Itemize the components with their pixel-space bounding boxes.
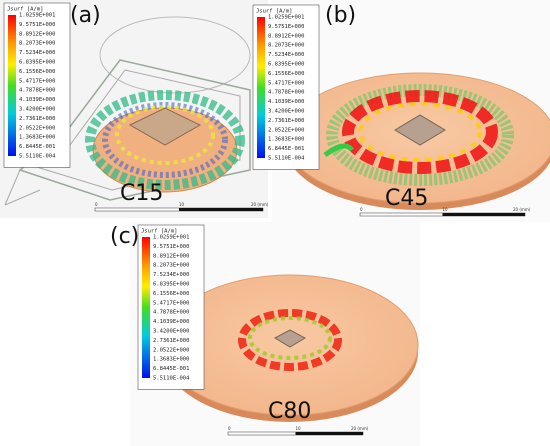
panel-name: C15 [120, 181, 163, 206]
legend-value: 2.0522E+000 [19, 125, 55, 131]
legend-value: 2.7361E+000 [153, 338, 189, 344]
legend-value: 4.7878E+000 [19, 88, 55, 94]
legend-value: 8.8912E+000 [153, 253, 189, 259]
legend-value: 4.1039E+000 [19, 97, 55, 103]
legend-value: 6.8395E+000 [153, 282, 189, 288]
legend-value: 4.1039E+000 [268, 99, 304, 105]
legend-value: 9.5751E+000 [19, 22, 55, 28]
legend-value: 2.7361E+000 [19, 116, 55, 122]
legend-value: 6.1556E+000 [268, 71, 304, 77]
legend-value: 2.0522E+000 [268, 127, 304, 133]
legend-value: 5.4717E+000 [153, 300, 189, 306]
legend-value: 5.4717E+000 [268, 80, 304, 86]
model-c [161, 274, 419, 422]
legend-value: 8.2073E+000 [19, 41, 55, 47]
scale-label: 10 [443, 207, 449, 212]
color-bar [8, 15, 16, 156]
legend-value: 6.1556E+000 [19, 69, 55, 75]
legend-value: 3.4200E+000 [153, 329, 189, 335]
legend-value: 6.8445E-001 [268, 146, 304, 152]
scale-bar-fill [179, 208, 263, 211]
scale-bar-fill [442, 213, 525, 216]
legend-value: 7.5234E+000 [153, 272, 189, 278]
legend-value: 4.7878E+000 [268, 90, 304, 96]
legend-value: 6.8445E-001 [153, 366, 189, 372]
scale-label: 0 [95, 202, 98, 207]
color-bar [142, 237, 150, 378]
legend-value: 4.1039E+000 [153, 319, 189, 325]
legend-value: 2.7361E+000 [268, 118, 304, 124]
scale-bar-fill [295, 432, 363, 435]
legend-value: 5.5110E-004 [153, 376, 190, 382]
legend-title: Jsurf [A/m] [7, 7, 43, 13]
legend-value: 1.3683E+000 [268, 137, 304, 143]
legend-value: 1.0259E+001 [268, 15, 304, 21]
model-a [4, 16, 251, 206]
legend-value: 2.0522E+000 [153, 347, 189, 353]
legend-value: 6.1556E+000 [153, 291, 189, 297]
scale-label: 10 [179, 202, 185, 207]
panel-label: (c) [110, 224, 139, 249]
legend-value: 5.5110E-004 [19, 154, 56, 160]
panel-name: C45 [385, 186, 428, 211]
legend-title: Jsurf [A/m] [256, 9, 292, 15]
scale-label: 10 [296, 426, 302, 431]
legend-value: 7.5234E+000 [268, 52, 304, 58]
legend-value: 6.8395E+000 [268, 62, 304, 68]
scale-label: 0 [228, 426, 231, 431]
legend-value: 4.7878E+000 [153, 310, 189, 316]
legend-value: 1.3683E+000 [19, 135, 55, 141]
legend-value: 8.2073E+000 [268, 43, 304, 49]
legend-value: 9.5751E+000 [268, 24, 304, 30]
legend-value: 8.2073E+000 [153, 263, 189, 269]
color-bar [257, 17, 265, 158]
legend-value: 3.4200E+000 [19, 107, 55, 113]
legend-value: 7.5234E+000 [19, 50, 55, 56]
legend-value: 6.8445E-001 [19, 144, 55, 150]
panel-name: C80 [268, 399, 311, 424]
legend-value: 1.3683E+000 [153, 357, 189, 363]
scale-label: 20 (mm) [513, 207, 531, 212]
legend-value: 3.4200E+000 [268, 109, 304, 115]
legend-value: 8.8912E+000 [19, 31, 55, 37]
legend-title: Jsurf [A/m] [141, 229, 177, 235]
scale-label: 20 (mm) [251, 202, 269, 207]
panel-label: (a) [70, 3, 101, 28]
scale-label: 0 [360, 207, 363, 212]
scale-label: 20 (mm) [351, 426, 369, 431]
legend-value: 5.5110E-004 [268, 156, 305, 162]
model-b [284, 72, 550, 210]
legend-value: 1.0259E+001 [153, 235, 189, 241]
legend-value: 6.8395E+000 [19, 60, 55, 66]
legend-value: 9.5751E+000 [153, 244, 189, 250]
legend-value: 5.4717E+000 [19, 78, 55, 84]
panel-label: (b) [325, 3, 356, 28]
legend-value: 8.8912E+000 [268, 33, 304, 39]
legend-value: 1.0259E+001 [19, 13, 55, 19]
